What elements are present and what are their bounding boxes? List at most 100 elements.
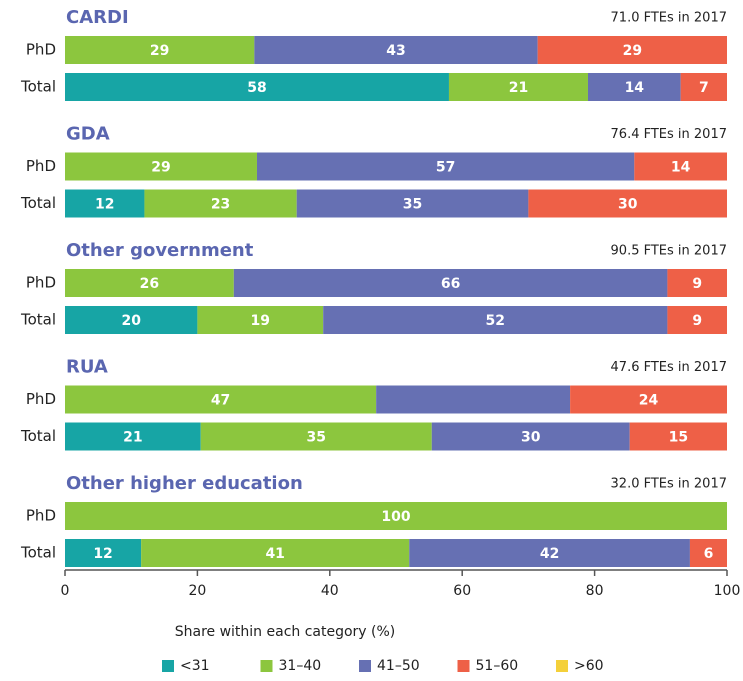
x-tick-label: 60: [453, 583, 471, 599]
group-title: Other higher education: [66, 473, 303, 494]
group-note: 32.0 FTEs in 2017: [611, 477, 727, 492]
bar-segment: [667, 269, 727, 297]
data-label: 43: [386, 43, 405, 59]
x-tick-label: 80: [586, 583, 604, 599]
x-tick-label: 40: [321, 583, 339, 599]
data-label: 12: [93, 546, 112, 562]
bar-segment: [256, 152, 635, 181]
bar-segment: [65, 189, 145, 218]
bar-segment: [197, 306, 324, 334]
bar-segment: [65, 422, 201, 451]
bar-segment: [65, 502, 727, 530]
row-label: PhD: [26, 41, 56, 59]
bar-segment: [65, 385, 377, 414]
group-title: RUA: [66, 357, 108, 378]
data-label: 100: [381, 509, 410, 525]
data-label: 52: [486, 313, 505, 329]
bar-segment: [537, 36, 727, 64]
data-label: 12: [95, 197, 114, 213]
bar-segment: [587, 73, 681, 101]
legend-swatch: [162, 660, 174, 672]
bar-segment: [323, 306, 668, 334]
bar-segment: [65, 539, 142, 567]
bar-segment: [254, 36, 538, 64]
data-label: 58: [247, 80, 266, 96]
bar-segment: [200, 422, 432, 451]
data-label: 30: [521, 430, 541, 446]
group-note: 90.5 FTEs in 2017: [611, 244, 727, 259]
legend-swatch: [556, 660, 568, 672]
data-label: 42: [540, 546, 559, 562]
data-label: 29: [150, 43, 169, 59]
legend-label: 51–60: [476, 658, 519, 674]
bar-segment: [680, 73, 727, 101]
row-label: Total: [20, 78, 56, 96]
bar-segment: [667, 306, 727, 334]
data-label: 7: [699, 80, 709, 96]
group-title: CARDI: [66, 7, 129, 28]
bar-segment: [376, 385, 571, 414]
data-label: 47: [211, 393, 230, 409]
data-label: 9: [692, 276, 702, 292]
x-tick-label: 0: [61, 583, 70, 599]
bar-segment: [65, 36, 255, 64]
group-note: 76.4 FTEs in 2017: [611, 127, 727, 142]
data-label: 15: [669, 430, 688, 446]
data-label: 66: [441, 276, 460, 292]
group-note: 47.6 FTEs in 2017: [611, 360, 727, 375]
row-label: PhD: [26, 390, 56, 408]
legend-label: >60: [574, 658, 604, 674]
row-label: Total: [20, 427, 56, 445]
bar-segment: [528, 189, 727, 218]
x-tick-label: 100: [714, 583, 741, 599]
row-label: PhD: [26, 157, 56, 175]
data-label: 30: [618, 197, 638, 213]
data-label: 35: [306, 430, 325, 446]
data-label: 6: [704, 546, 714, 562]
legend-swatch: [457, 660, 470, 672]
legend-swatch: [260, 660, 273, 672]
data-label: 21: [123, 430, 142, 446]
bar-segment: [233, 269, 668, 297]
bar-segment: [431, 422, 630, 451]
data-label: 14: [671, 160, 691, 176]
x-tick-label: 20: [188, 583, 206, 599]
bar-segment: [634, 152, 727, 181]
group-title: GDA: [66, 124, 110, 145]
bar-segment: [296, 189, 529, 218]
legend-label: <31: [180, 658, 210, 674]
bar-segment: [65, 152, 257, 181]
row-label: Total: [20, 544, 56, 562]
bar-segment: [144, 189, 297, 218]
bar-segment: [65, 73, 449, 101]
row-label: Total: [20, 194, 56, 212]
data-label: 24: [639, 393, 659, 409]
group-title: Other government: [66, 240, 254, 261]
row-label: Total: [20, 311, 56, 329]
bar-segment: [629, 422, 727, 451]
data-label: 9: [692, 313, 702, 329]
bar-segment: [409, 539, 690, 567]
legend-label: 31–40: [279, 658, 322, 674]
data-label: 23: [211, 197, 230, 213]
legend-label: 41–50: [377, 658, 420, 674]
data-label: 29: [623, 43, 642, 59]
data-label: 35: [403, 197, 422, 213]
data-label: 41: [265, 546, 284, 562]
legend-swatch: [359, 660, 371, 672]
bar-segment: [65, 306, 198, 334]
data-label: 29: [151, 160, 170, 176]
data-label: 57: [436, 160, 455, 176]
data-label: 19: [251, 313, 270, 329]
bar-segment: [689, 539, 727, 567]
data-label: 14: [625, 80, 645, 96]
group-note: 71.0 FTEs in 2017: [611, 11, 727, 26]
data-label: 26: [140, 276, 159, 292]
data-label: 21: [509, 80, 528, 96]
data-label: 20: [121, 313, 141, 329]
bar-segment: [141, 539, 410, 567]
bar-segment: [448, 73, 588, 101]
bar-segment: [570, 385, 727, 414]
row-label: PhD: [26, 507, 56, 525]
